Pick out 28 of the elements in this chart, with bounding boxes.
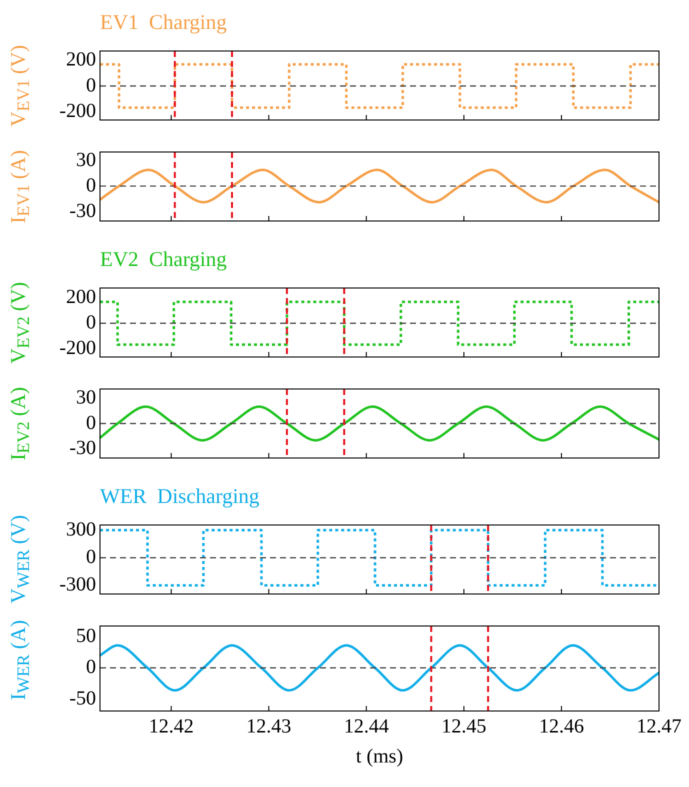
y-tick-label: -30 [69, 200, 96, 222]
chart-title: WER Discharging [99, 483, 260, 509]
x-axis-title: t (ms) [356, 745, 404, 768]
y-tick-label: 0 [86, 312, 96, 334]
y-tick-label: 0 [86, 546, 96, 568]
x-tick-label: 12.43 [246, 715, 292, 738]
y-tick-label: 30 [76, 148, 96, 171]
y-tick-label: -300 [59, 574, 96, 596]
y-tick-label: 200 [66, 286, 96, 308]
y-tick-label: 0 [86, 412, 96, 434]
y-tick-label: 50 [76, 624, 96, 647]
chart-title: EV2 Charging [99, 246, 228, 272]
y-tick-label: 0 [86, 656, 96, 678]
y-tick-label: 0 [86, 174, 96, 196]
y-tick-label: -200 [59, 337, 96, 360]
x-tick-label: 12.44 [344, 715, 389, 738]
x-tick-label: 12.45 [441, 715, 486, 738]
x-tick-label: 12.47 [636, 715, 682, 738]
y-tick-label: -200 [59, 100, 96, 122]
y-tick-label: 200 [66, 48, 96, 70]
y-tick-label: 300 [66, 518, 96, 540]
y-tick-label: -30 [69, 436, 96, 459]
x-tick-label: 12.42 [148, 715, 194, 738]
y-tick-label: 0 [86, 74, 96, 96]
y-tick-label: -50 [69, 687, 96, 710]
x-tick-label: 12.46 [538, 715, 584, 738]
y-tick-label: 30 [76, 386, 96, 409]
chart-title: EV1 Charging [99, 9, 228, 35]
